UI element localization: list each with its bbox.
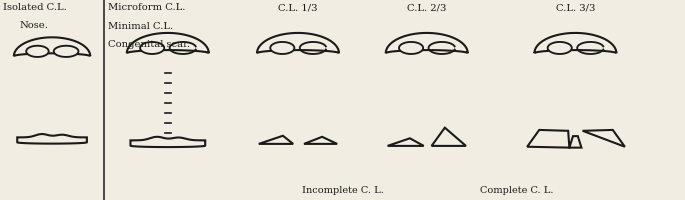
Polygon shape: [527, 130, 569, 148]
Polygon shape: [386, 34, 468, 54]
Polygon shape: [17, 134, 87, 144]
Polygon shape: [271, 43, 295, 55]
Polygon shape: [388, 139, 424, 146]
Polygon shape: [53, 47, 79, 58]
Text: C.L. 2/3: C.L. 2/3: [407, 3, 447, 12]
Polygon shape: [140, 43, 164, 55]
Text: C.L. 1/3: C.L. 1/3: [278, 3, 318, 12]
Polygon shape: [304, 137, 337, 144]
Text: Isolated C.L.: Isolated C.L.: [3, 3, 67, 12]
Polygon shape: [26, 47, 49, 58]
Text: Congenital scar.: Congenital scar.: [108, 40, 190, 49]
Polygon shape: [548, 43, 572, 55]
Polygon shape: [569, 136, 582, 148]
Text: Complete C. L.: Complete C. L.: [480, 185, 554, 194]
Text: Nose.: Nose.: [19, 21, 48, 30]
Text: Minimal C.L.: Minimal C.L.: [108, 21, 173, 30]
Polygon shape: [14, 38, 90, 57]
Polygon shape: [127, 34, 209, 54]
Text: Microform C.L.: Microform C.L.: [108, 3, 186, 12]
Polygon shape: [432, 128, 466, 146]
Polygon shape: [130, 137, 206, 147]
Text: C.L. 3/3: C.L. 3/3: [556, 3, 595, 12]
Polygon shape: [257, 34, 339, 54]
Polygon shape: [259, 136, 293, 144]
Polygon shape: [399, 43, 423, 55]
Text: Incomplete C. L.: Incomplete C. L.: [301, 185, 384, 194]
Polygon shape: [583, 130, 625, 147]
Polygon shape: [534, 34, 617, 54]
